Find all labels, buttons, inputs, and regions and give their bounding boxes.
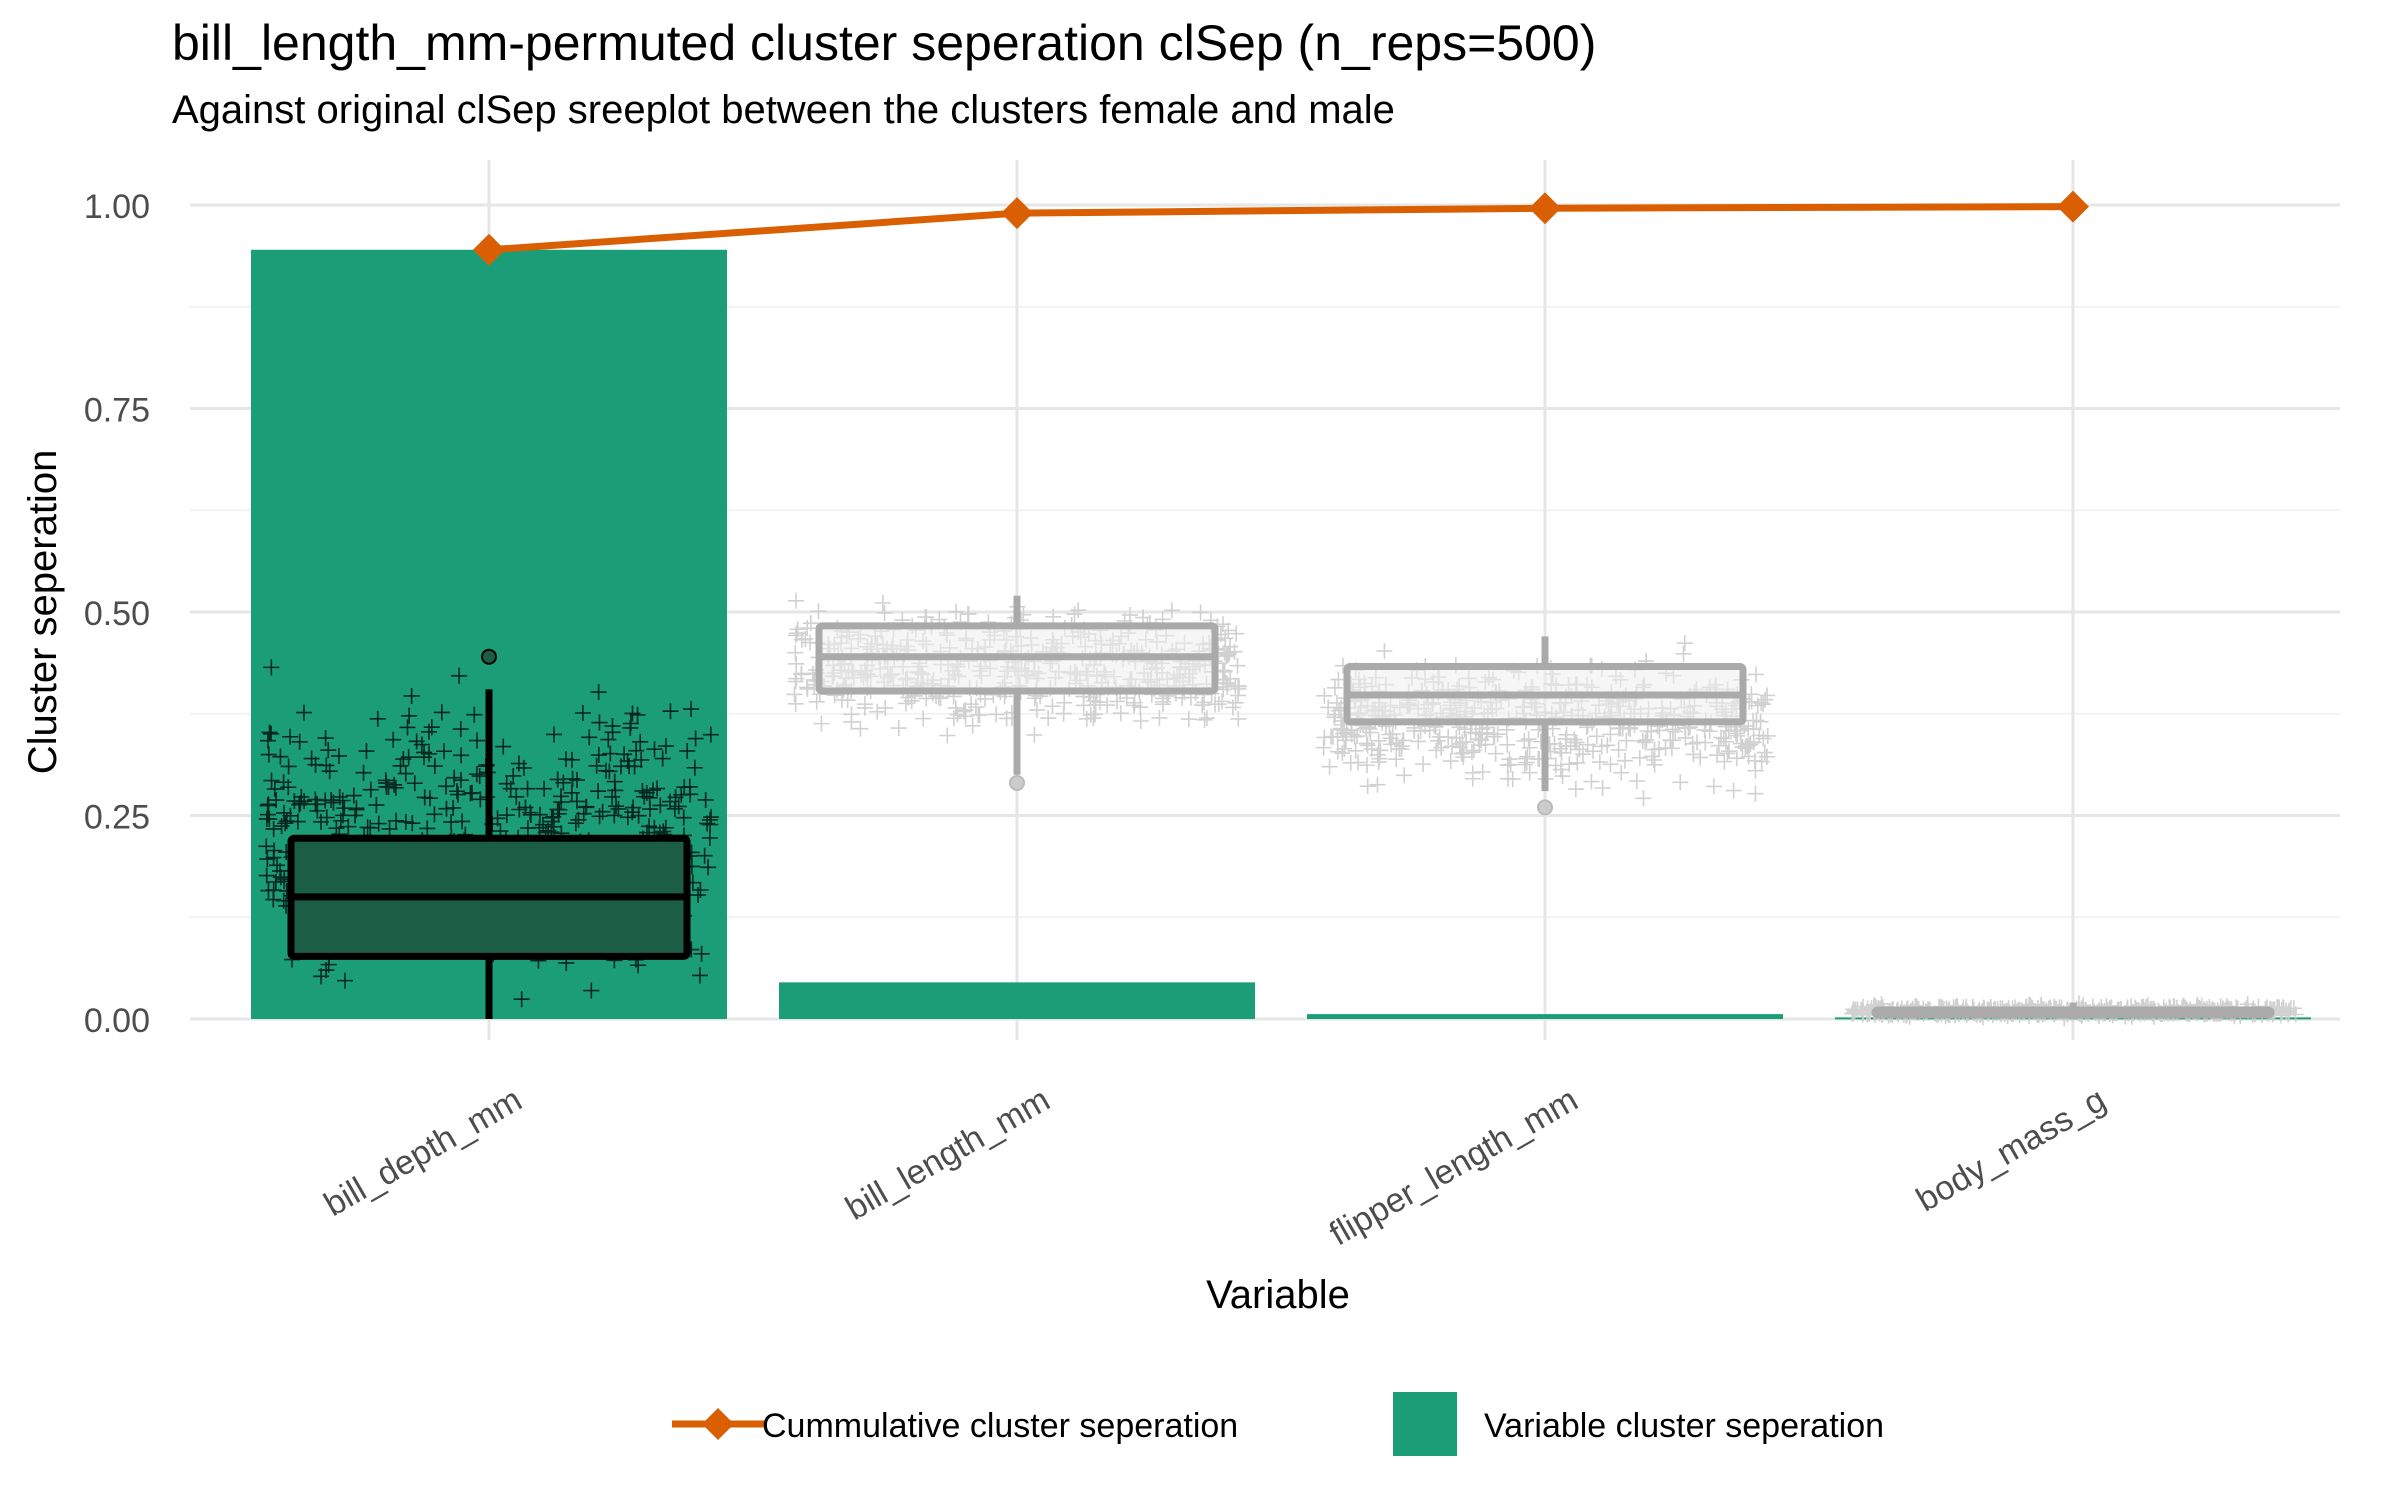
legend-bar-key: [1393, 1392, 1457, 1456]
legend-label-variable: Variable cluster seperation: [1484, 1407, 1884, 1445]
y-axis-title: Cluster seperation: [21, 450, 65, 775]
y-tick-label: 0.75: [84, 392, 150, 430]
x-axis-title: Variable: [1206, 1273, 1350, 1317]
outlier-bill_length_mm: [1009, 774, 1025, 791]
x-tick-label: bill_length_mm: [839, 1081, 1056, 1228]
bar-bill_length_mm: [779, 982, 1255, 1019]
x-tick-label: bill_depth_mm: [318, 1081, 528, 1224]
y-tick-label: 0.00: [84, 1002, 150, 1040]
outlier-flipper_length_mm: [1537, 799, 1553, 816]
cumulative-point-bill_depth_mm: [473, 233, 505, 266]
cumulative-line: [488, 203, 2074, 254]
y-tick-label: 0.25: [84, 799, 150, 837]
chart-title: bill_length_mm-permuted cluster seperati…: [172, 15, 1597, 71]
legend-label-cumulative: Cummulative cluster seperation: [762, 1407, 1238, 1445]
cumulative-point-flipper_length_mm: [1529, 192, 1561, 225]
legend-line-marker: [702, 1408, 734, 1440]
outlier-bill_depth_mm: [481, 648, 497, 665]
cumulative-point-body_mass_g: [2057, 190, 2089, 223]
x-tick-label: body_mass_g: [1910, 1081, 2112, 1220]
x-tick-label: flipper_length_mm: [1323, 1081, 1584, 1254]
chart-subtitle: Against original clSep sreeplot between …: [172, 88, 1395, 132]
cumulative-point-bill_length_mm: [1001, 197, 1033, 230]
bar-flipper_length_mm: [1307, 1014, 1783, 1019]
y-tick-label: 1.00: [84, 188, 150, 226]
y-tick-label: 0.50: [84, 595, 150, 633]
